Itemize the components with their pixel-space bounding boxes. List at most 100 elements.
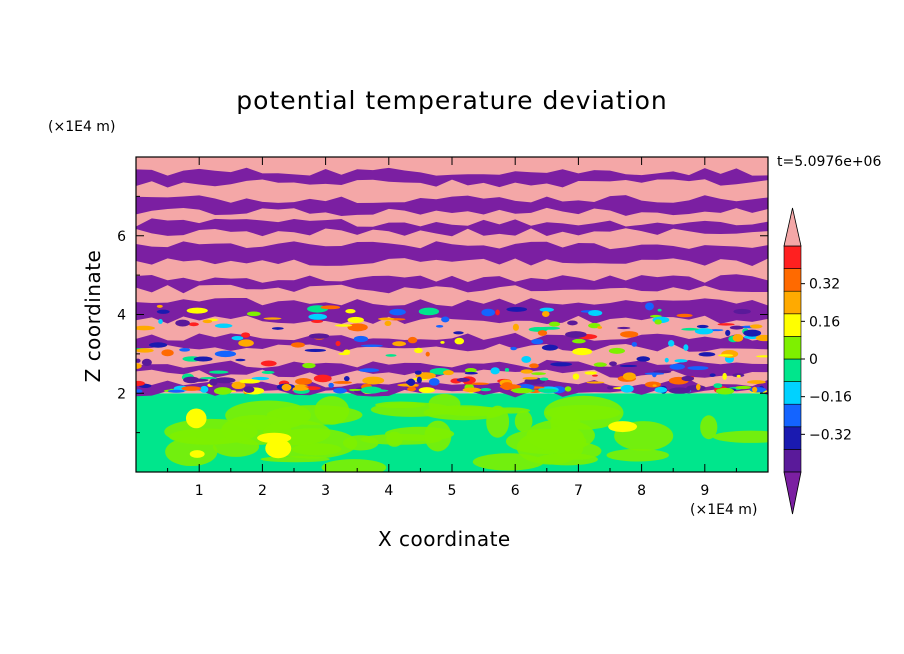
colorbar-tick-label: −0.32 (809, 427, 852, 443)
contour-field (136, 157, 768, 472)
colorbar-segment (783, 358, 802, 382)
mixed-layer-patch (423, 405, 504, 421)
turbulent-eddy (384, 320, 392, 326)
turbulent-eddy (348, 388, 362, 391)
turbulent-eddy (385, 354, 397, 357)
turbulent-eddy (620, 384, 634, 393)
turbulent-eddy (506, 306, 528, 312)
turbulent-eddy (347, 316, 364, 323)
turbulent-eddy (657, 308, 662, 312)
turbulent-eddy (167, 389, 185, 393)
turbulent-eddy (736, 374, 741, 378)
turbulent-eddy (539, 377, 549, 381)
x-tick-label: 9 (700, 483, 709, 499)
turbulent-eddy (499, 384, 522, 390)
mixed-layer-patch (386, 431, 403, 447)
turbulent-eddy (235, 358, 246, 362)
turbulent-eddy (214, 377, 236, 384)
y-tick-label: 2 (117, 386, 126, 402)
turbulent-eddy (156, 309, 170, 314)
turbulent-eddy (414, 370, 422, 375)
turbulent-eddy (733, 308, 751, 315)
chart-title: potential temperature deviation (236, 86, 668, 115)
turbulent-eddy (343, 349, 351, 355)
colorbar: 0.32 0.16 0 −0.16 −0.32 (783, 207, 852, 515)
turbulent-eddy (539, 307, 554, 312)
turbulent-eddy (531, 338, 544, 345)
turbulent-eddy (188, 322, 199, 327)
turbulent-eddy (752, 386, 758, 393)
turbulent-eddy (179, 348, 191, 352)
stratified-band (136, 359, 768, 379)
turbulent-eddy (345, 309, 356, 314)
turbulent-eddy (495, 309, 500, 316)
turbulent-eddy (521, 356, 532, 363)
turbulent-eddy (586, 381, 605, 384)
stratified-band (136, 241, 768, 267)
turbulent-eddy (565, 331, 587, 338)
turbulent-eddy (136, 325, 155, 331)
x-tick-label: 1 (195, 483, 204, 499)
turbulent-eddy (687, 366, 709, 371)
turbulent-eddy (418, 387, 435, 393)
turbulent-eddy (261, 370, 275, 374)
turbulent-eddy (343, 376, 350, 382)
turbulent-eddy (405, 380, 412, 385)
turbulent-eddy (654, 319, 662, 325)
turbulent-eddy (713, 383, 723, 389)
turbulent-eddy (158, 319, 163, 325)
turbulent-eddy (468, 382, 489, 386)
stratified-band (136, 218, 768, 237)
turbulent-eddy (653, 370, 672, 374)
turbulent-eddy (617, 326, 631, 330)
warm-patch (608, 421, 638, 433)
turbulent-eddy (479, 388, 492, 392)
turbulent-eddy (591, 374, 598, 377)
stratified-band (136, 379, 768, 398)
mixed-layer-patch (424, 420, 452, 452)
turbulent-eddy (593, 362, 607, 367)
mixed-layer-patch (542, 425, 585, 452)
turbulent-eddy (435, 324, 444, 328)
turbulent-eddy (511, 387, 533, 394)
turbulent-eddy (696, 324, 709, 329)
turbulent-eddy (136, 348, 154, 353)
turbulent-eddy (674, 359, 688, 363)
warm-patch (189, 450, 205, 458)
stratified-band (136, 195, 768, 216)
turbulent-eddy (308, 333, 330, 339)
turbulent-eddy (453, 331, 464, 335)
turbulent-eddy (454, 337, 465, 345)
turbulent-eddy (246, 311, 261, 317)
turbulent-eddy (644, 381, 661, 388)
turbulent-eddy (709, 373, 716, 377)
turbulent-eddy (462, 387, 481, 393)
turbulent-eddy (584, 371, 598, 375)
turbulent-eddy (572, 347, 593, 356)
mixed-layer-patch (292, 443, 342, 456)
turbulent-eddy (440, 340, 445, 344)
turbulent-eddy (572, 373, 580, 380)
colorbar-segment (783, 381, 802, 405)
turbulent-eddy (320, 305, 341, 310)
turbulent-eddy (214, 350, 237, 358)
stratified-band (136, 274, 768, 294)
turbulent-eddy (631, 341, 638, 347)
x-axis-ticks: 1 2 3 4 5 6 7 8 9 (167, 157, 737, 499)
turbulent-eddy (377, 317, 395, 321)
y-axis-unit: (×1E4 m) (48, 119, 116, 135)
x-tick-label: 4 (384, 483, 393, 499)
mixed-layer-patch (314, 396, 350, 425)
turbulent-eddy (407, 336, 418, 344)
colorbar-under-triangle (783, 471, 802, 515)
turbulent-eddy (550, 362, 573, 367)
turbulent-eddy (683, 344, 689, 351)
turbulent-eddy (136, 363, 142, 369)
turbulent-eddy (251, 376, 270, 381)
turbulent-eddy (209, 378, 218, 386)
time-annotation: t=5.0976e+06 (777, 154, 882, 170)
turbulent-eddy (538, 388, 558, 393)
x-axis-label: X coordinate (378, 527, 511, 551)
turbulent-eddy (681, 375, 695, 382)
turbulent-eddy (441, 316, 450, 323)
